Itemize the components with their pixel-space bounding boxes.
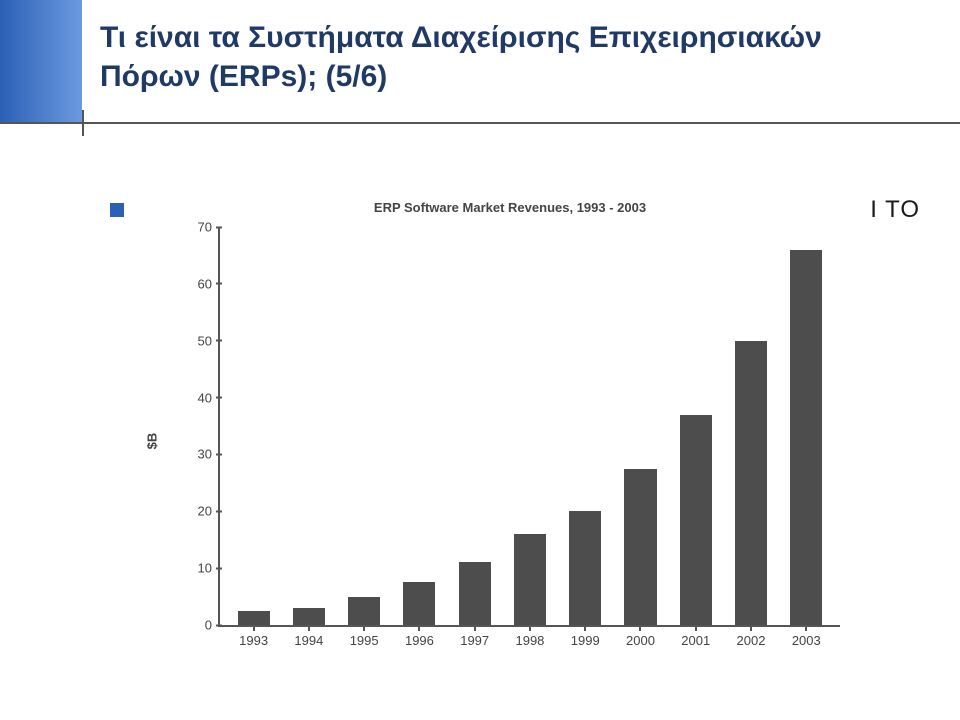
bar-slot: 1996 — [392, 227, 447, 625]
bar-slot: 2001 — [668, 227, 723, 625]
bar — [348, 597, 380, 625]
bar — [514, 534, 546, 625]
x-label: 1995 — [350, 625, 379, 648]
erp-revenue-chart: ERP Software Market Revenues, 1993 - 200… — [170, 200, 850, 690]
x-label: 1996 — [405, 625, 434, 648]
slide-title: Τι είναι τα Συστήματα Διαχείρισης Επιχει… — [100, 18, 920, 96]
bar — [735, 341, 767, 625]
chart-body: $B 1993199419951996199719981999200020012… — [170, 221, 850, 661]
x-label: 1997 — [460, 625, 489, 648]
x-label: 2001 — [681, 625, 710, 648]
bar — [569, 511, 601, 625]
title-divider — [0, 122, 960, 124]
bar-slot: 2000 — [613, 227, 668, 625]
y-tick: 60 — [198, 276, 220, 291]
bar — [680, 415, 712, 625]
y-tick: 10 — [198, 561, 220, 576]
x-label: 2002 — [737, 625, 766, 648]
corner-accent — [0, 0, 82, 122]
y-tick: 20 — [198, 504, 220, 519]
bar-slot: 2003 — [779, 227, 834, 625]
bar-slot: 2002 — [723, 227, 778, 625]
bar — [403, 582, 435, 625]
bullet-tail-text: I TO — [870, 196, 920, 224]
x-label: 1999 — [571, 625, 600, 648]
y-tick: 70 — [198, 220, 220, 235]
title-divider-tick — [82, 110, 84, 136]
bar — [624, 469, 656, 625]
bar-slot: 1998 — [502, 227, 557, 625]
y-axis-label: $B — [145, 433, 160, 450]
bar — [293, 608, 325, 625]
x-label: 2000 — [626, 625, 655, 648]
chart-title: ERP Software Market Revenues, 1993 - 200… — [170, 200, 850, 215]
bar — [238, 611, 270, 625]
y-tick: 0 — [205, 618, 220, 633]
plot-area: 1993199419951996199719981999200020012002… — [218, 227, 840, 627]
x-label: 1994 — [294, 625, 323, 648]
bar-slot: 1995 — [337, 227, 392, 625]
bar-slot: 1993 — [226, 227, 281, 625]
y-tick: 50 — [198, 333, 220, 348]
bar — [790, 250, 822, 625]
y-tick: 30 — [198, 447, 220, 462]
y-tick: 40 — [198, 390, 220, 405]
bar-slot: 1994 — [281, 227, 336, 625]
bullet-icon — [110, 203, 124, 217]
x-label: 2003 — [792, 625, 821, 648]
x-label: 1993 — [239, 625, 268, 648]
bar-slot: 1997 — [447, 227, 502, 625]
bars-container: 1993199419951996199719981999200020012002… — [220, 227, 840, 625]
x-label: 1998 — [515, 625, 544, 648]
bar — [459, 562, 491, 625]
bar-slot: 1999 — [558, 227, 613, 625]
